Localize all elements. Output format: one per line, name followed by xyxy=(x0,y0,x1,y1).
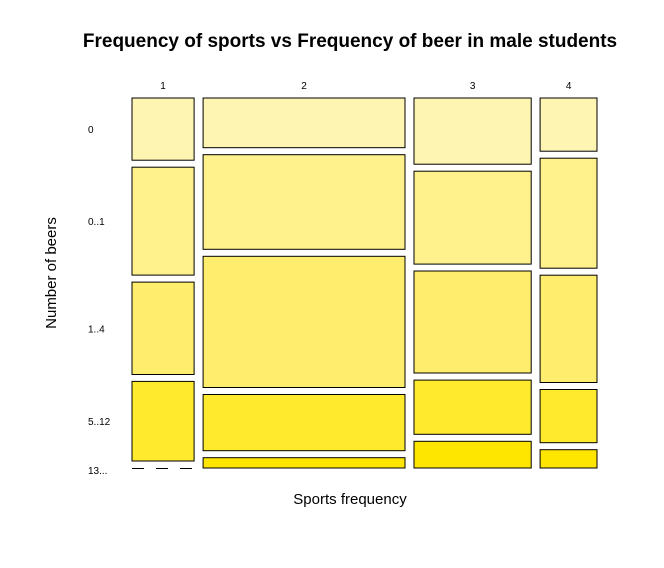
mosaic-tile xyxy=(413,379,532,435)
mosaic-tile xyxy=(539,389,598,444)
mosaic-tile xyxy=(413,97,532,165)
y-tick-label: 0..1 xyxy=(88,217,105,228)
mosaic-tile xyxy=(202,457,406,469)
x-tick-label: 3 xyxy=(470,81,476,92)
y-axis-label: Number of beers xyxy=(43,217,60,329)
y-tick-label: 5..12 xyxy=(88,417,111,428)
mosaic-tile xyxy=(539,274,598,384)
mosaic-tile xyxy=(131,166,195,276)
mosaic-tile xyxy=(131,380,195,462)
x-tick-labels: 1 2 3 4 xyxy=(160,81,572,92)
mosaic-tile xyxy=(202,394,406,452)
y-tick-label: 0 xyxy=(88,125,94,136)
mosaic-tiles xyxy=(131,97,598,469)
x-tick-label: 2 xyxy=(301,81,307,92)
mosaic-tile xyxy=(202,154,406,250)
mosaic-tile xyxy=(202,255,406,388)
mosaic-tile xyxy=(539,97,598,152)
mosaic-tile xyxy=(413,440,532,469)
mosaic-tile xyxy=(413,170,532,265)
y-tick-labels: 0 0..1 1..4 5..12 13... xyxy=(88,125,111,477)
mosaic-tile xyxy=(131,97,195,161)
mosaic-tile xyxy=(539,449,598,469)
mosaic-tile xyxy=(202,97,406,149)
x-tick-label: 4 xyxy=(566,81,572,92)
y-tick-label: 13... xyxy=(88,466,107,477)
mosaic-tile xyxy=(413,270,532,374)
y-tick-label: 1..4 xyxy=(88,324,105,335)
x-axis-label: Sports frequency xyxy=(293,491,407,508)
chart-title: Frequency of sports vs Frequency of beer… xyxy=(83,31,617,52)
mosaic-tile xyxy=(539,157,598,269)
mosaic-tile xyxy=(131,281,195,376)
x-tick-label: 1 xyxy=(160,81,166,92)
